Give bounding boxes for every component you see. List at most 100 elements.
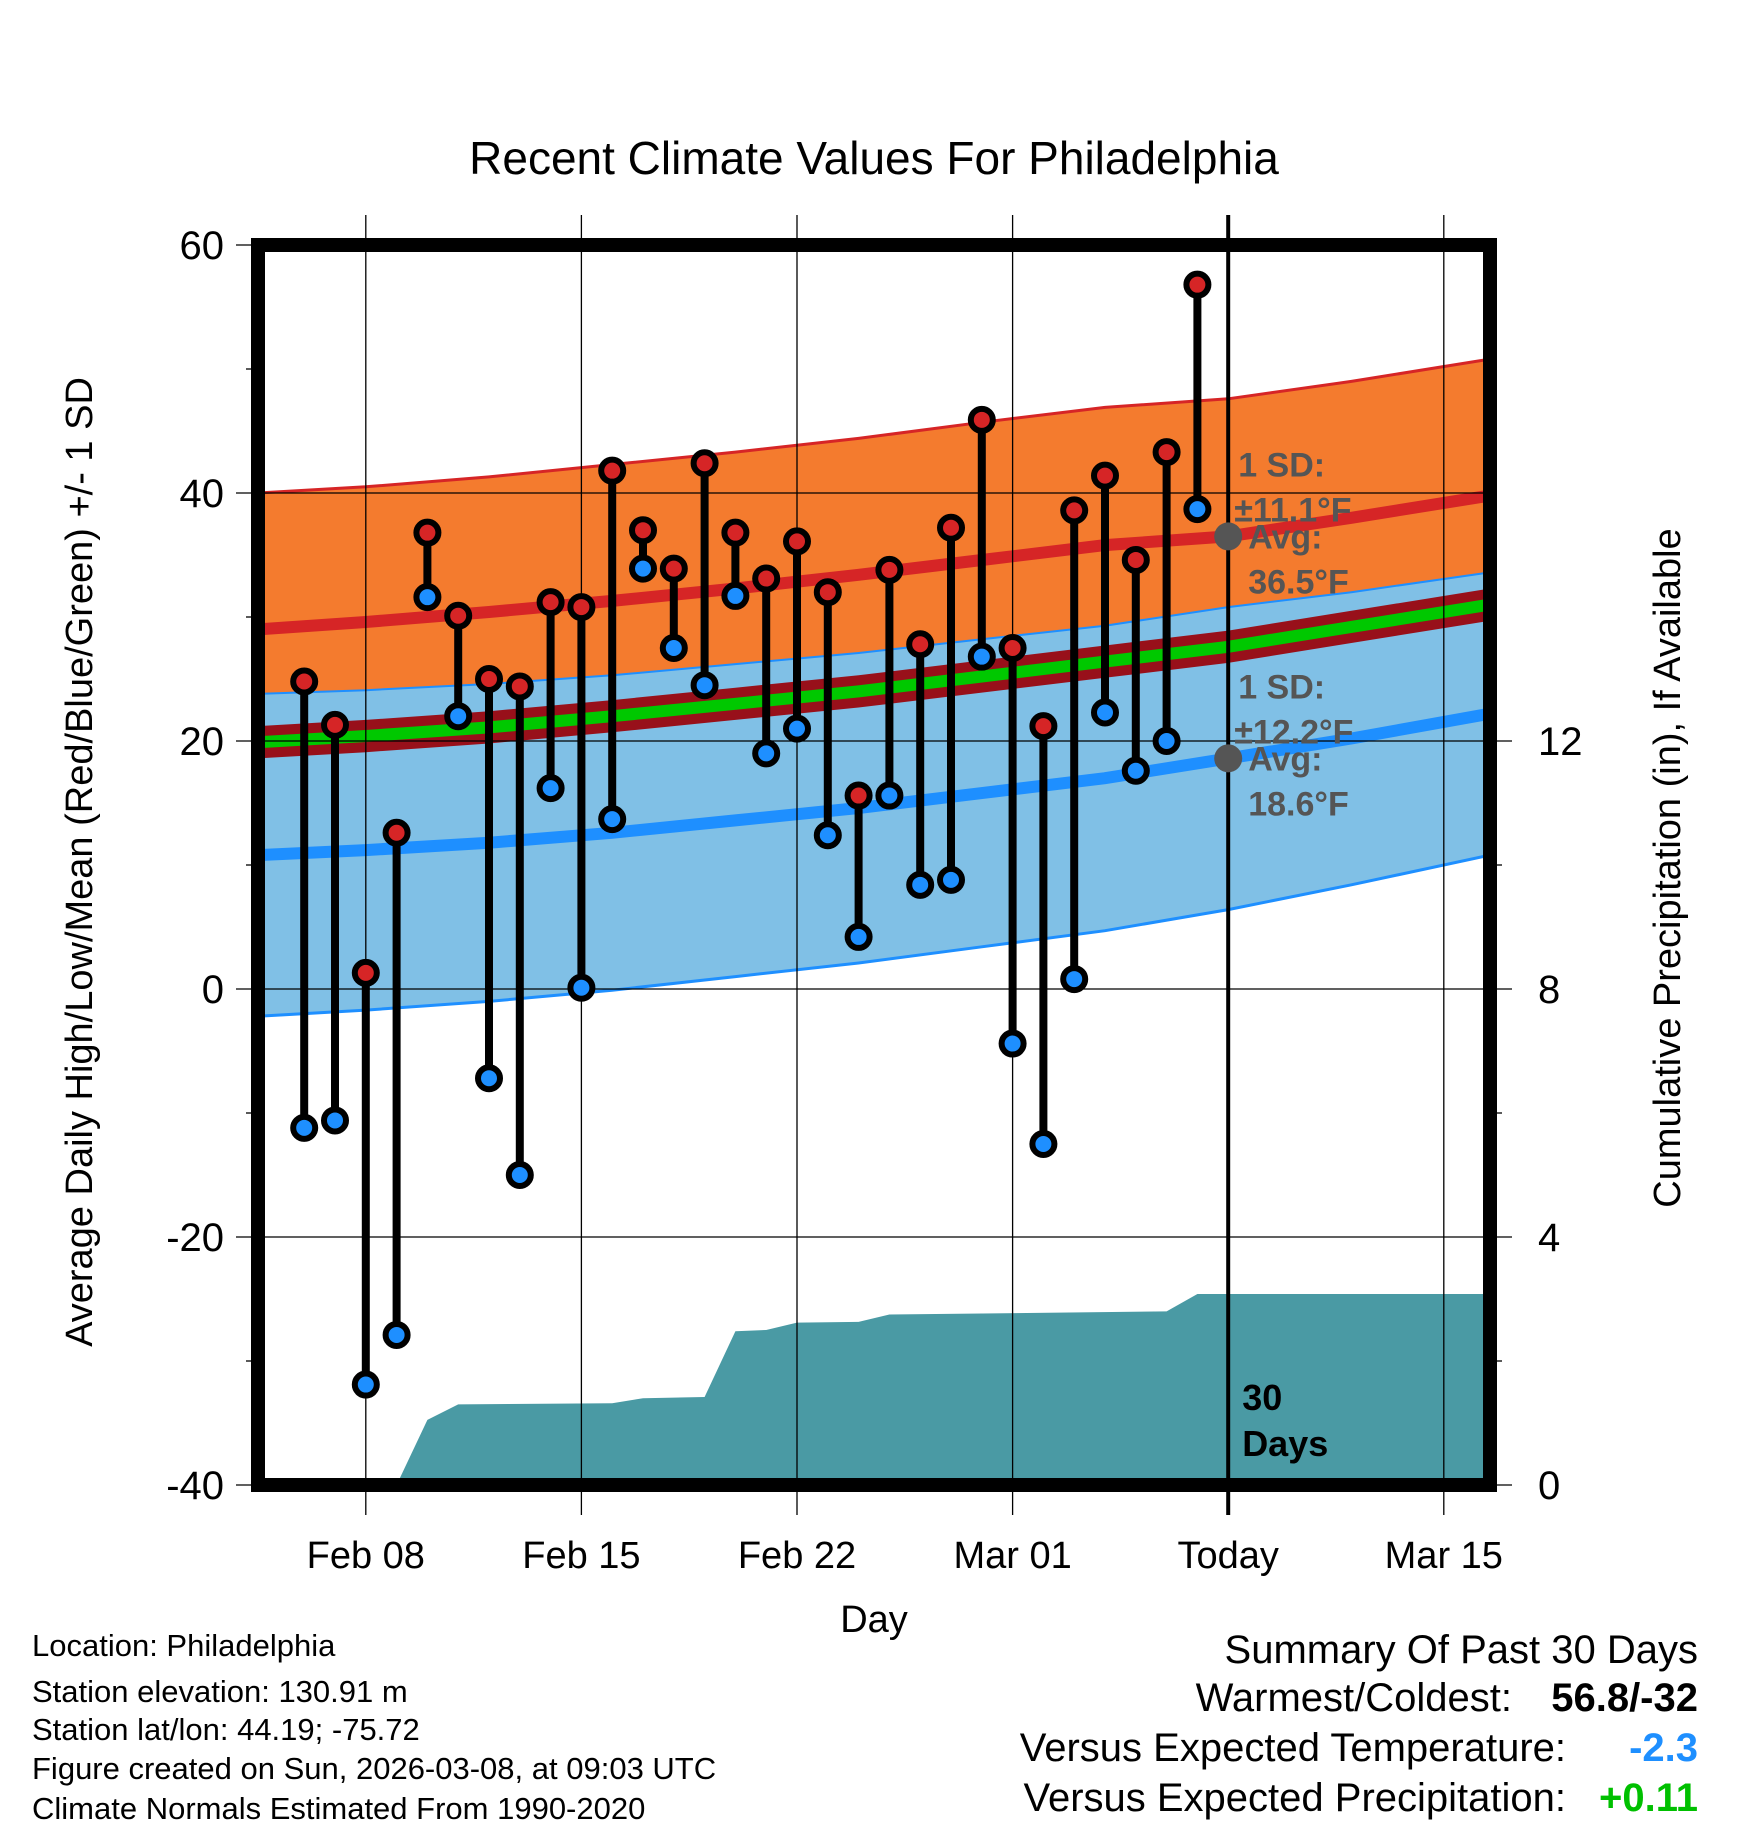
daily-high-point [321, 710, 349, 739]
y-tick-label: 40 [180, 472, 225, 516]
daily-low-point [783, 714, 811, 743]
summary-precip-value: +0.11 [1598, 1776, 1698, 1820]
daily-low-point [813, 821, 842, 850]
daily-high-point [937, 513, 965, 542]
daily-high-point [1060, 496, 1089, 525]
period-label-number: 30 [1242, 1377, 1282, 1418]
y-tick-label: 20 [180, 720, 225, 764]
daily-high-point [844, 781, 873, 810]
daily-high-point [783, 527, 811, 556]
high-avg-marker [1214, 522, 1243, 551]
daily-high-point [875, 555, 904, 584]
daily-low-point [321, 1106, 349, 1135]
daily-high-point [1152, 438, 1181, 467]
low-sd-lower-edge [258, 853, 1490, 1018]
high-sd-label: 1 SD: [1238, 446, 1325, 484]
daily-low-point [1029, 1130, 1058, 1158]
low-sd-upper-edge [258, 571, 1490, 695]
daily-high-point [505, 672, 534, 701]
x-tick-label: Today [1177, 1535, 1278, 1577]
daily-high-point [444, 601, 473, 630]
daily-high-point [1183, 270, 1212, 299]
daily-low-point [444, 702, 473, 731]
x-tick-label: Mar 15 [1385, 1535, 1503, 1577]
footer-latlon: Station lat/lon: 44.19; -75.72 [32, 1712, 420, 1747]
daily-high-point [906, 630, 935, 659]
daily-low-point [875, 781, 904, 810]
high-sd-upper-edge [258, 357, 1490, 495]
daily-high-point [598, 456, 627, 485]
daily-low-point [1183, 495, 1212, 524]
summary-temp-value: -2.3 [1629, 1726, 1698, 1770]
daily-high-point [1121, 545, 1150, 574]
low-sd-label: 1 SD: [1238, 668, 1325, 706]
low-avg-label: Avg: [1248, 740, 1322, 778]
y2-tick-label: 0 [1538, 1464, 1560, 1508]
daily-high-point [567, 593, 596, 622]
daily-low-point [536, 774, 565, 803]
low-avg-marker [1214, 744, 1243, 773]
low-sd-value: ±12.2°F [1234, 713, 1353, 751]
daily-high-point [382, 818, 411, 847]
daily-high-point [690, 449, 719, 478]
daily-low-point [1152, 727, 1181, 755]
x-tick-label: Feb 15 [522, 1535, 640, 1577]
daily-low-point [967, 642, 996, 671]
daily-high-point [659, 554, 688, 583]
x-tick-label: Feb 08 [307, 1535, 425, 1577]
footer-normals: Climate Normals Estimated From 1990-2020 [32, 1791, 646, 1826]
low-sd-band [258, 572, 1490, 1017]
high-avg-label: Avg: [1248, 518, 1322, 556]
footer-location: Location: Philadelphia [32, 1628, 336, 1663]
daily-high-point [998, 634, 1027, 662]
daily-high-point [475, 665, 503, 693]
y-axis-label: Average Daily High/Low/Mean (Red/Blue/Gr… [59, 377, 101, 1347]
y-tick-label: -20 [166, 1216, 224, 1260]
daily-low-point [290, 1113, 319, 1142]
daily-low-point [937, 865, 965, 894]
daily-low-point [998, 1029, 1027, 1058]
daily-high-point [290, 667, 319, 696]
summary-precip-label: Versus Expected Precipitation: [1023, 1776, 1566, 1820]
daily-low-point [844, 922, 873, 951]
daily-high-point [1029, 712, 1058, 741]
daily-high-point [536, 588, 565, 617]
daily-high-point [967, 405, 996, 434]
daily-low-point [1121, 756, 1150, 785]
daily-high-point [1091, 461, 1119, 490]
y2-tick-label: 8 [1538, 968, 1560, 1012]
daily-low-point [1091, 698, 1119, 727]
daily-low-point [721, 581, 750, 610]
daily-high-point [721, 518, 750, 547]
y-tick-label: 60 [180, 224, 225, 268]
summary-title: Summary Of Past 30 Days [1224, 1628, 1698, 1672]
summary-warm-label: Warmest/Coldest: [1195, 1676, 1512, 1720]
x-tick-label: Mar 01 [953, 1535, 1071, 1577]
daily-low-point [598, 805, 627, 834]
high-sd-value: ±11.1°F [1234, 491, 1351, 529]
period-label-unit: Days [1242, 1423, 1328, 1464]
daily-high-point [629, 516, 657, 545]
summary-temp-label: Versus Expected Temperature: [1019, 1726, 1566, 1770]
daily-low-point [629, 554, 657, 583]
low-avg-value: 18.6°F [1248, 785, 1349, 823]
precip-area [298, 1294, 1490, 1485]
daily-low-point [690, 671, 719, 700]
daily-low-point [413, 583, 442, 612]
y2-tick-label: 4 [1538, 1216, 1560, 1260]
footer-created: Figure created on Sun, 2026-03-08, at 09… [32, 1751, 717, 1786]
daily-low-point [906, 870, 935, 899]
daily-high-point [813, 578, 842, 607]
daily-high-point [752, 564, 781, 593]
x-tick-label: Feb 22 [738, 1535, 856, 1577]
daily-high-point [413, 518, 442, 547]
y-tick-label: 0 [202, 968, 224, 1012]
daily-high-point [351, 958, 380, 987]
y2-tick-label: 12 [1538, 720, 1583, 764]
daily-low-point [382, 1320, 411, 1349]
y2-axis-label: Cumulative Precipitation (in), If Availa… [1647, 528, 1689, 1207]
daily-low-point [1060, 965, 1089, 994]
daily-low-point [567, 973, 596, 1002]
chart-title: Recent Climate Values For Philadelphia [469, 132, 1279, 184]
